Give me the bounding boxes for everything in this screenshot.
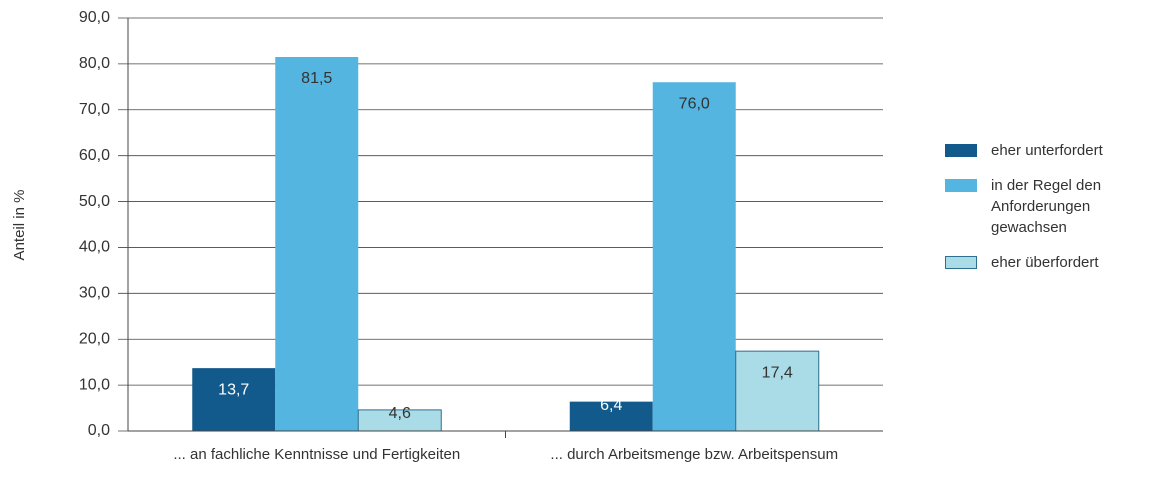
legend-swatch [945,144,977,157]
legend-item: in der Regel den Anforderungen gewachsen [945,175,1150,238]
legend-item: eher unterfordert [945,140,1150,161]
data-label: 13,7 [218,381,249,398]
y-tick-label: 70,0 [79,101,110,118]
y-axis-label: Anteil in % [11,190,28,261]
y-tick-label: 10,0 [79,376,110,393]
data-label: 76,0 [679,95,710,112]
legend-item: eher überfordert [945,252,1150,273]
data-label: 4,6 [389,405,411,422]
data-label: 81,5 [301,70,332,87]
legend-label: eher überfordert [991,254,1099,271]
y-tick-label: 40,0 [79,239,110,256]
y-tick-label: 20,0 [79,330,110,347]
bar [275,57,359,431]
y-tick-label: 0,0 [88,422,110,439]
bar [652,82,736,431]
y-tick-label: 30,0 [79,285,110,302]
y-tick-label: 90,0 [79,9,110,26]
x-tick-label: ... an fachliche Kenntnisse und Fertigke… [173,446,461,463]
data-label: 6,4 [600,397,622,414]
legend-swatch [945,179,977,192]
y-tick-label: 80,0 [79,55,110,72]
legend-label: in der Regel den Anforderungen gewachsen [991,177,1102,236]
bar [192,368,276,431]
legend: eher unterfordert in der Regel den Anford… [945,140,1150,287]
y-tick-label: 50,0 [79,193,110,210]
legend-label: eher unterfordert [991,142,1103,159]
data-label: 17,4 [762,364,793,381]
legend-swatch [945,256,977,269]
y-tick-label: 60,0 [79,147,110,164]
bar [735,350,820,432]
bar [569,401,653,431]
x-tick-label: ... durch Arbeitsmenge bzw. Arbeitspensu… [550,446,839,463]
